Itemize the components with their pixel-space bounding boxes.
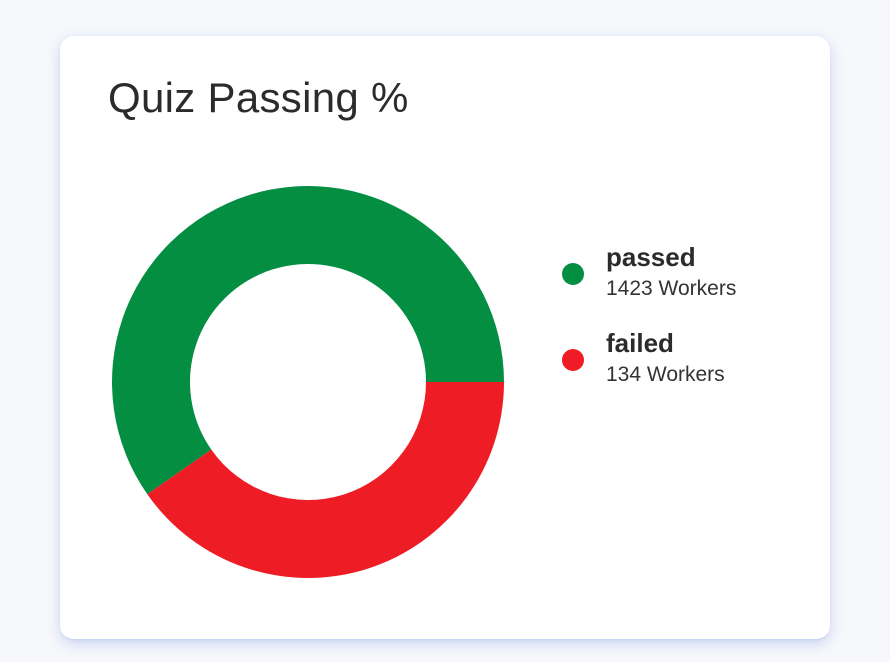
legend-label-passed: passed xyxy=(606,242,696,272)
legend-value-failed: 134 Workers xyxy=(606,363,725,386)
donut-slice-failed[interactable] xyxy=(147,382,505,578)
donut-chart xyxy=(112,185,505,578)
donut-slice-passed[interactable] xyxy=(112,185,505,495)
legend-label-failed: failed xyxy=(606,328,674,358)
legend-value-passed: 1423 Workers xyxy=(606,277,737,300)
legend-dot-failed xyxy=(562,349,584,371)
legend-dot-passed xyxy=(562,263,584,285)
chart-card: Quiz Passing % passed 1423 Workers faile… xyxy=(60,36,830,640)
chart-title: Quiz Passing % xyxy=(108,74,409,121)
